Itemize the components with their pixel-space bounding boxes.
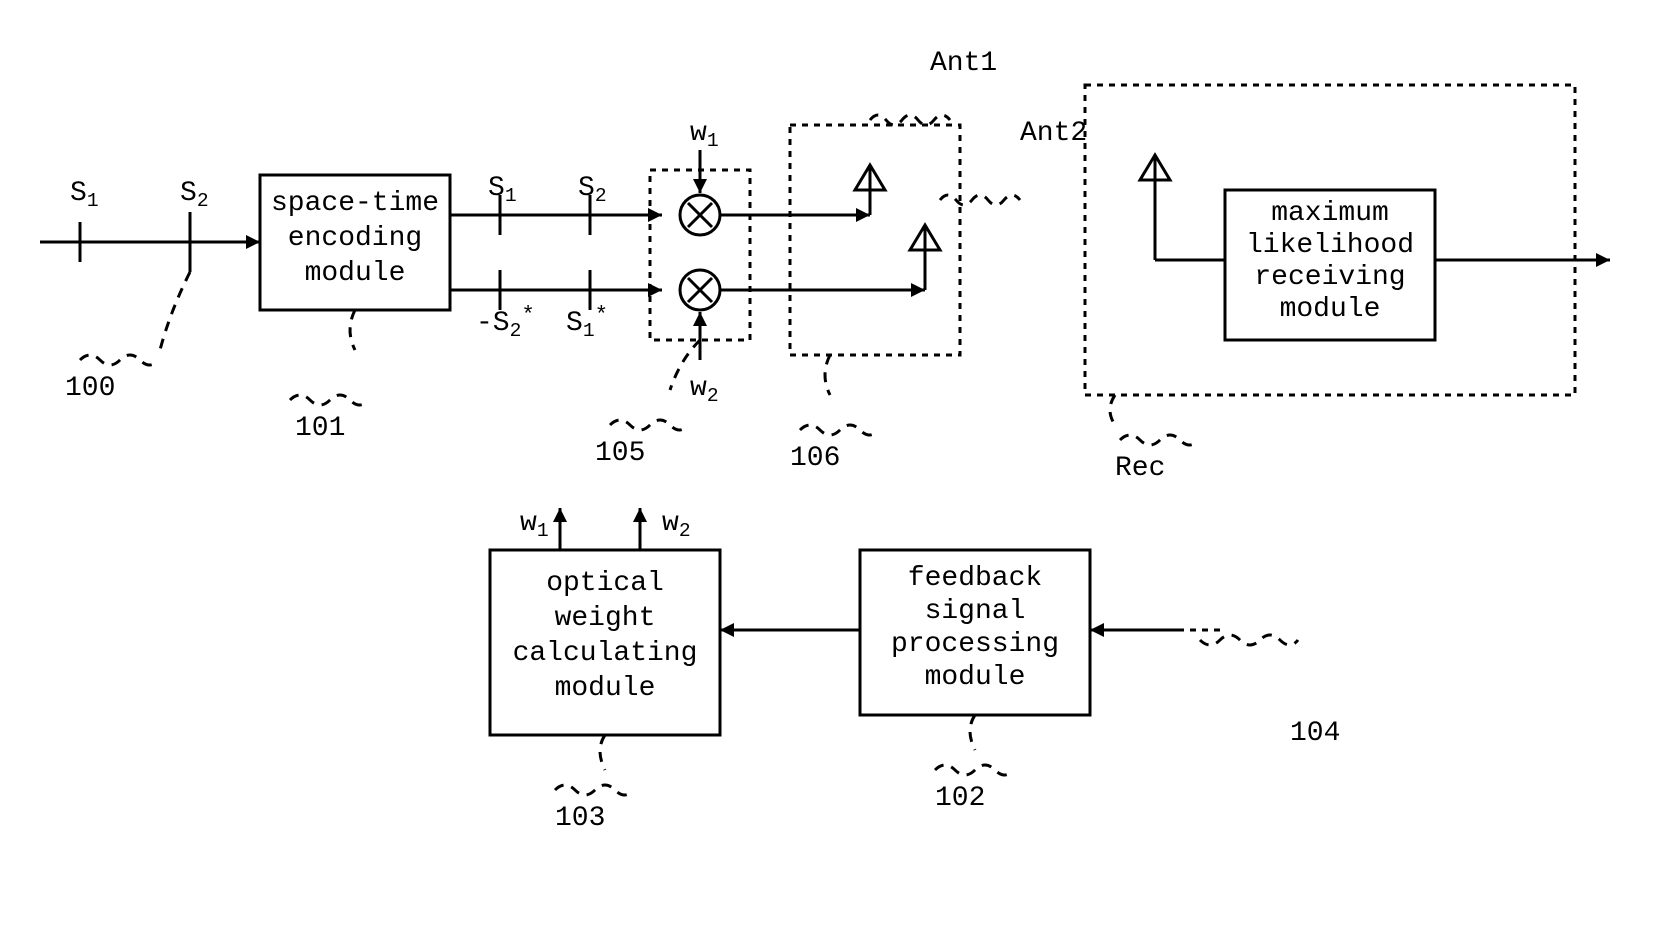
svg-text:101: 101	[295, 413, 345, 444]
svg-text:signal: signal	[925, 596, 1026, 627]
svg-text:module: module	[1280, 294, 1381, 325]
svg-text:optical: optical	[546, 568, 664, 599]
svg-text:S1: S1	[488, 173, 517, 207]
svg-text:calculating: calculating	[513, 638, 698, 669]
svg-text:encoding: encoding	[288, 223, 422, 254]
svg-text:-S2*: -S2*	[476, 302, 535, 342]
svg-text:Ant1: Ant1	[930, 48, 997, 79]
svg-text:w2: w2	[662, 508, 691, 542]
svg-text:module: module	[925, 662, 1026, 693]
svg-text:w2: w2	[690, 373, 719, 407]
svg-text:100: 100	[65, 373, 115, 404]
svg-text:Ant2: Ant2	[1020, 118, 1087, 149]
svg-text:feedback: feedback	[908, 563, 1042, 594]
svg-text:102: 102	[935, 783, 985, 814]
svg-text:maximum: maximum	[1271, 198, 1389, 229]
svg-text:S1*: S1*	[566, 302, 608, 342]
svg-text:space-time: space-time	[271, 188, 439, 219]
svg-text:processing: processing	[891, 629, 1059, 660]
svg-text:105: 105	[595, 438, 645, 469]
svg-text:weight: weight	[555, 603, 656, 634]
svg-text:S1: S1	[70, 178, 99, 212]
svg-text:S2: S2	[578, 173, 607, 207]
svg-text:module: module	[305, 258, 406, 289]
svg-text:104: 104	[1290, 718, 1340, 749]
svg-text:103: 103	[555, 803, 605, 834]
svg-text:module: module	[555, 673, 656, 704]
svg-text:106: 106	[790, 443, 840, 474]
svg-text:receiving: receiving	[1254, 262, 1405, 293]
svg-text:likelihood: likelihood	[1246, 230, 1414, 261]
svg-text:Rec: Rec	[1115, 453, 1165, 484]
block-diagram: S1 S2 100 space-time encoding module 101 S1 S2 -S…	[0, 0, 1661, 931]
svg-text:w1: w1	[690, 118, 719, 152]
svg-text:S2: S2	[180, 178, 209, 212]
svg-text:w1: w1	[520, 508, 549, 542]
